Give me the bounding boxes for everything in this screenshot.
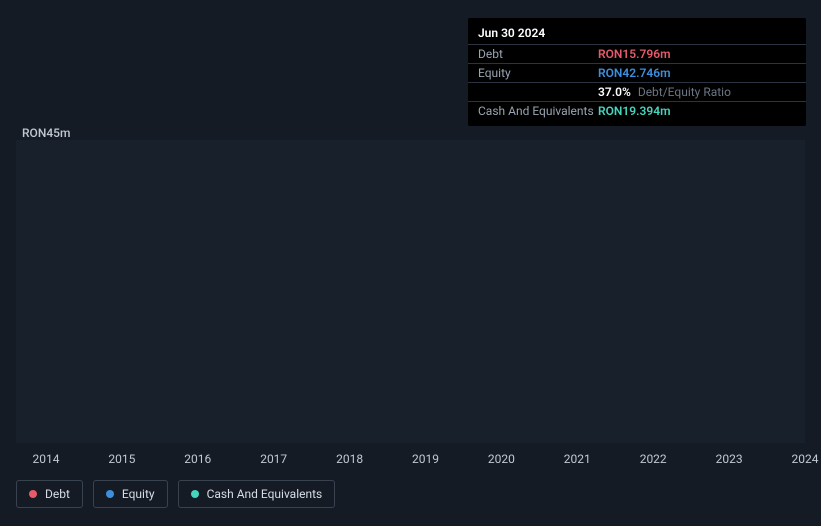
tooltip-label [478, 85, 598, 99]
chart-area[interactable] [16, 140, 805, 443]
tooltip-value: RON42.746m [598, 66, 671, 80]
plot-background [16, 140, 805, 443]
x-tick-label: 2017 [260, 452, 287, 466]
x-tick-label: 2014 [33, 452, 60, 466]
tooltip-row: EquityRON42.746m [468, 63, 806, 82]
tooltip-row: Cash And EquivalentsRON19.394m [468, 101, 806, 120]
tooltip-label: Equity [478, 66, 598, 80]
x-tick-label: 2022 [640, 452, 667, 466]
x-tick-label: 2019 [412, 452, 439, 466]
x-tick-label: 2015 [108, 452, 135, 466]
tooltip-row: DebtRON15.796m [468, 44, 806, 63]
tooltip-subtext: Debt/Equity Ratio [635, 85, 731, 99]
x-tick-label: 2021 [564, 452, 591, 466]
x-tick-label: 2024 [792, 452, 819, 466]
tooltip-value: 37.0% Debt/Equity Ratio [598, 85, 731, 99]
legend-item-debt[interactable]: Debt [16, 480, 83, 508]
legend: Debt Equity Cash And Equivalents [16, 480, 335, 508]
debt-dot-icon [29, 490, 37, 498]
tooltip-value: RON15.796m [598, 47, 671, 61]
equity-dot-icon [106, 490, 114, 498]
legend-label: Cash And Equivalents [207, 487, 323, 501]
x-tick-label: 2016 [184, 452, 211, 466]
tooltip-date: Jun 30 2024 [468, 24, 806, 44]
legend-label: Debt [45, 487, 70, 501]
tooltip-value: RON19.394m [598, 104, 671, 118]
legend-label: Equity [122, 487, 155, 501]
x-tick-label: 2020 [488, 452, 515, 466]
legend-item-cash[interactable]: Cash And Equivalents [178, 480, 336, 508]
x-axis: 2014 2015 2016 2017 2018 2019 2020 2021 2022 2023… [16, 448, 805, 468]
legend-item-equity[interactable]: Equity [93, 480, 168, 508]
y-axis-max-label: RON45m [22, 126, 70, 140]
cash-dot-icon [191, 490, 199, 498]
tooltip-row: 37.0% Debt/Equity Ratio [468, 82, 806, 101]
tooltip-label: Cash And Equivalents [478, 104, 598, 118]
x-tick-label: 2023 [716, 452, 743, 466]
hover-tooltip: Jun 30 2024 DebtRON15.796mEquityRON42.74… [468, 18, 806, 126]
tooltip-label: Debt [478, 47, 598, 61]
x-tick-label: 2018 [336, 452, 363, 466]
